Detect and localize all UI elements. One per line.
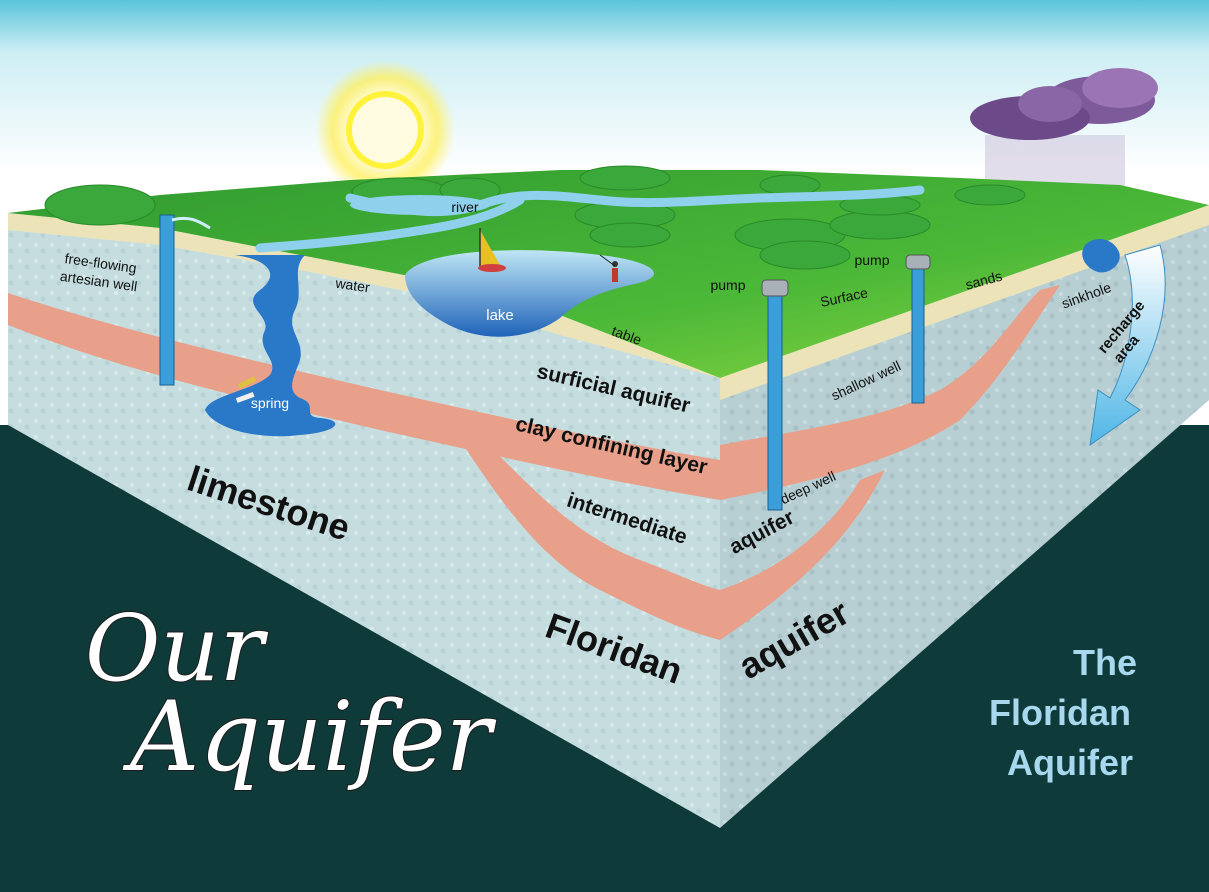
clay-branch-right [720,470,885,640]
divers-icon [235,376,257,403]
side-title-line1: The [1073,642,1137,683]
trees [44,165,1026,270]
title-line1: Our [85,595,269,702]
clay-layer-right [720,285,1060,500]
sinkhole [1082,238,1120,273]
clay-layer-left [8,293,720,500]
rain-cloud-icon [970,68,1158,190]
lake-label: lake [486,307,514,324]
sand-layer-left [8,213,720,395]
side-title-line3: Aquifer [1007,742,1133,783]
clay-branch-left [460,420,720,640]
right-face [720,205,1209,828]
pump-label-left: pump [710,277,745,293]
shallow-well [905,254,931,404]
fisherman-icon [599,254,618,282]
spring-label: spring [251,395,289,411]
lake [405,250,654,337]
artesian-well [159,214,211,386]
spring-water [205,255,336,437]
deep-well [761,279,789,511]
pond [350,195,490,215]
sailboat-icon [478,228,506,272]
title-line2: Aquifer [122,681,497,793]
water-label: water [334,275,371,296]
pump-icon [761,279,789,297]
pump-label-right: pump [854,252,889,268]
river-label: river [451,199,479,215]
recharge-arrow [1089,244,1166,447]
pump-icon [905,254,931,270]
side-title-line2: Floridan [989,692,1131,733]
sun-icon [315,60,455,200]
